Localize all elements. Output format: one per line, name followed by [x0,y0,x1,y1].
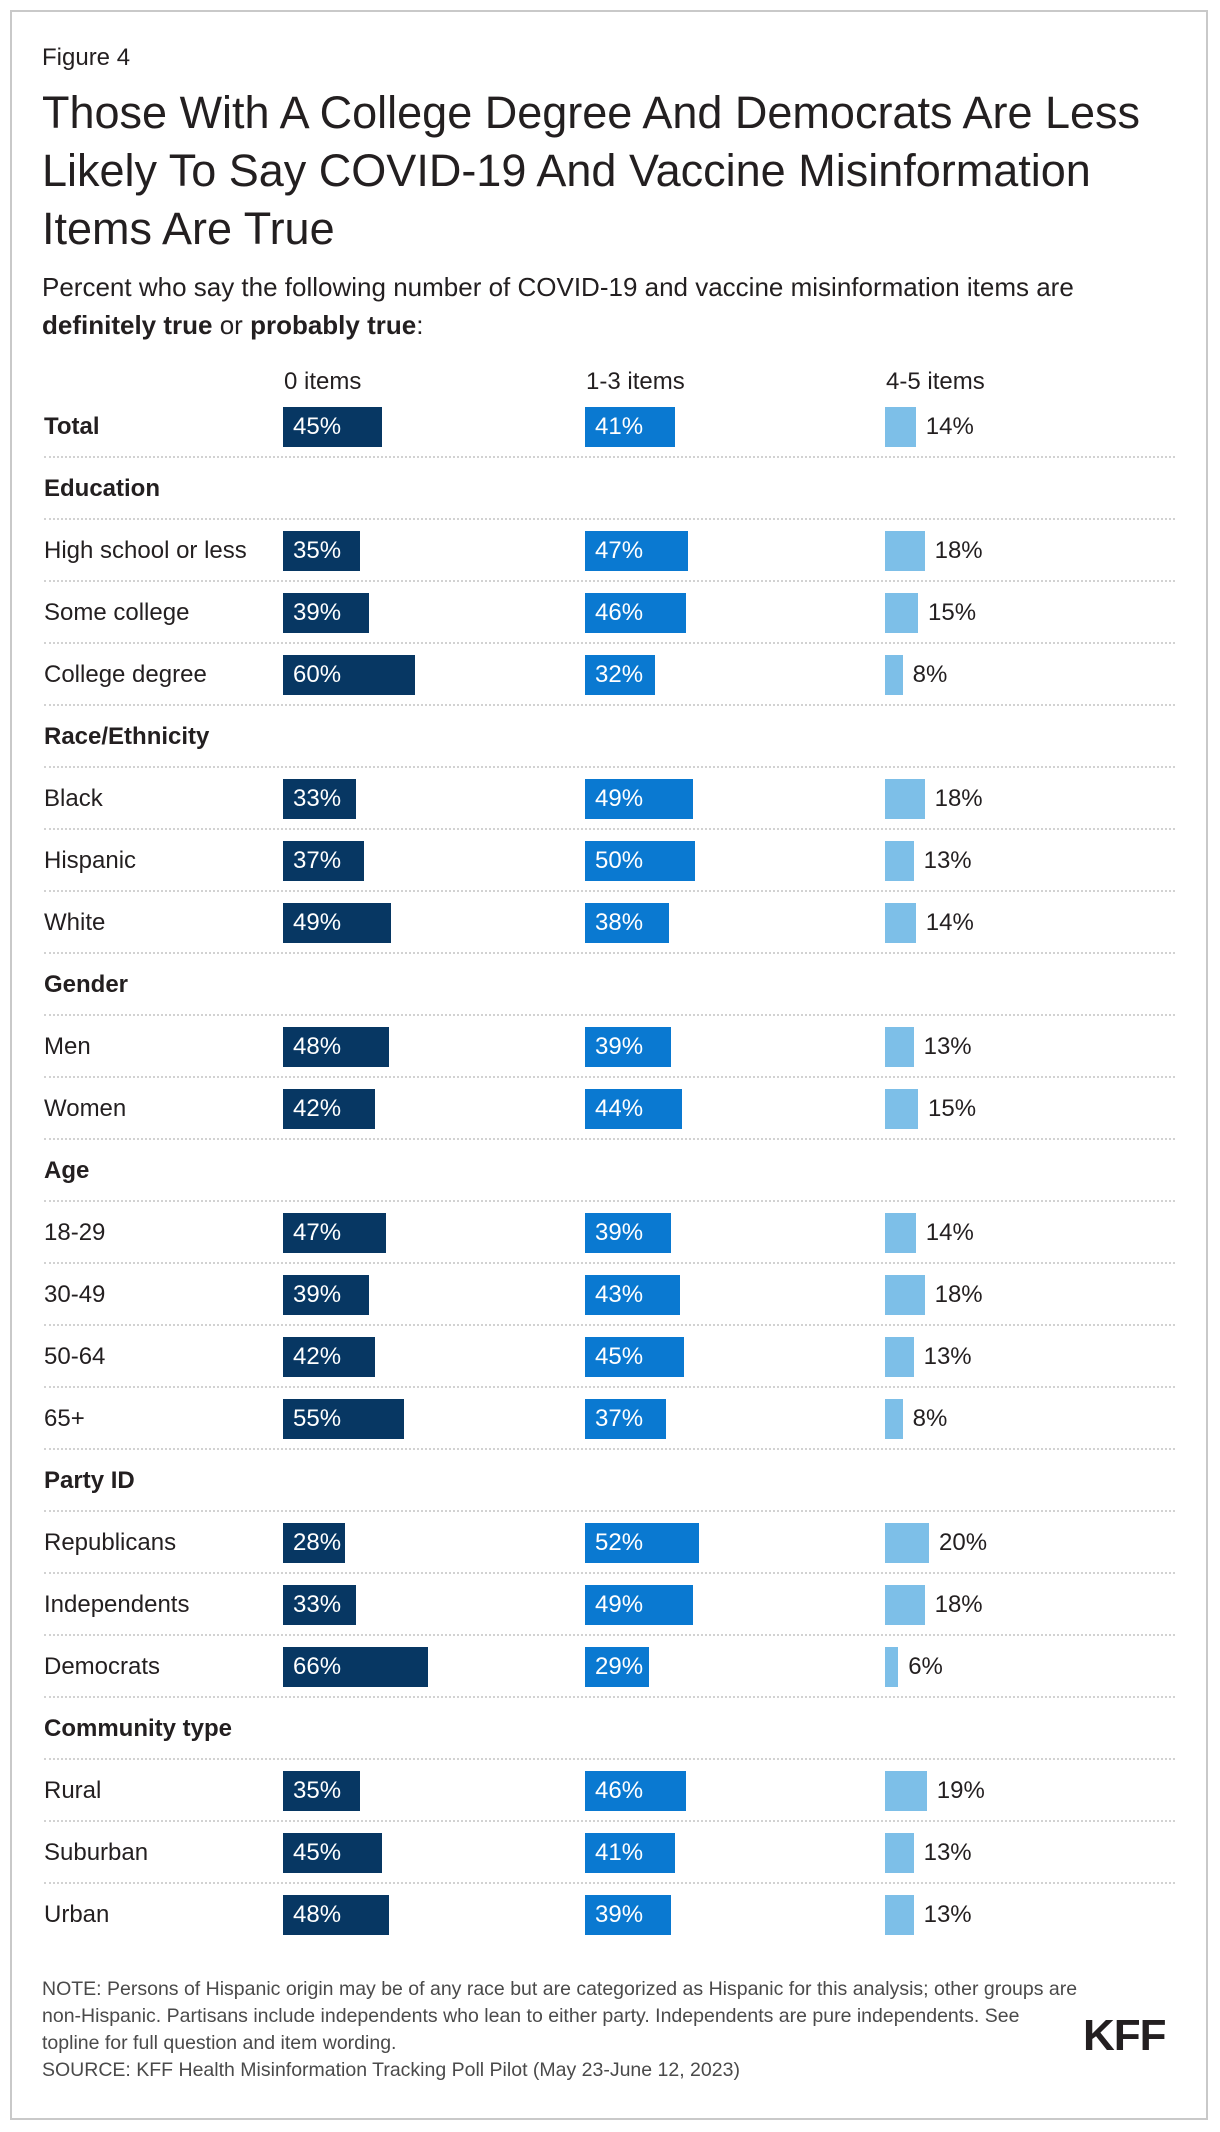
figure-label: Figure 4 [42,44,131,71]
chart-note: NOTE: Persons of Hispanic origin may be … [42,1978,1078,2054]
subtitle-middle: or [212,310,251,340]
chart-subtitle: Percent who say the following number of … [42,268,1172,344]
subtitle-suffix: : [416,310,424,340]
column-header-0-items: 0 items [284,368,362,395]
subtitle-prefix: Percent who say the following number of … [42,272,1074,302]
chart-source: SOURCE: KFF Health Misinformation Tracki… [42,2059,740,2081]
chart-title: Those With A College Degree And Democrat… [42,87,1141,254]
column-header-1-3-items: 1-3 items [586,368,685,395]
subtitle-bold-definitely: definitely true [42,310,213,340]
column-header-4-5-items: 4-5 items [886,368,985,395]
subtitle-bold-probably: probably true [250,310,417,340]
kff-logo: KFF [1083,2011,1167,2060]
